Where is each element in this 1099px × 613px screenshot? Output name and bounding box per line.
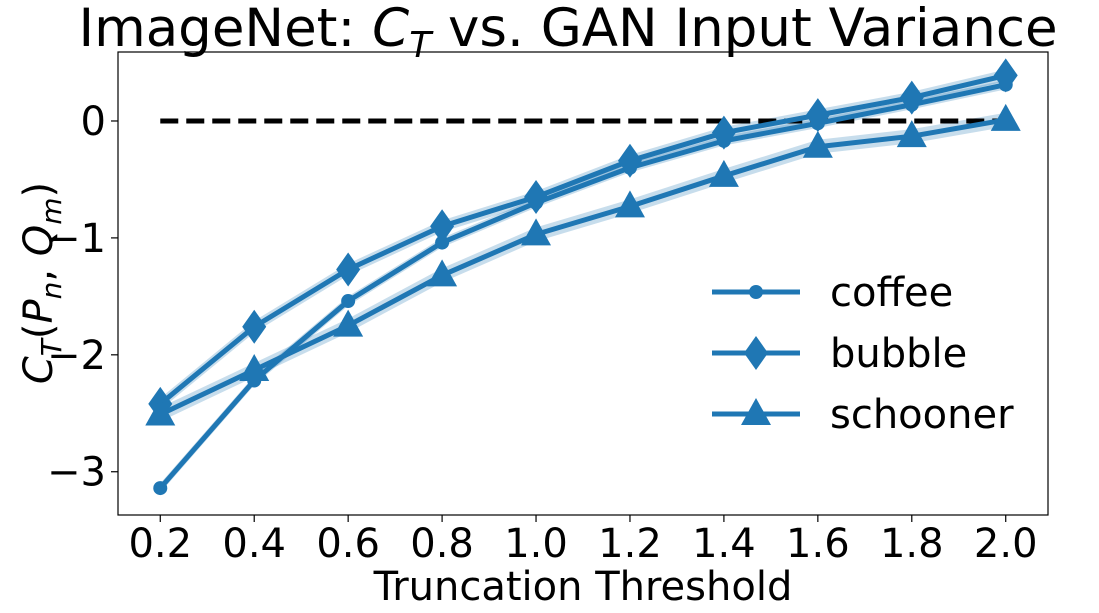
point-schooner	[521, 218, 552, 246]
point-schooner	[802, 130, 833, 158]
y-tick-label: 0	[81, 99, 106, 145]
point-schooner	[239, 354, 270, 382]
point-bubble	[711, 115, 736, 150]
point-schooner	[614, 190, 645, 218]
y-axis-label: CT(Pn, Qm)	[16, 182, 68, 384]
point-coffee	[341, 294, 356, 309]
legend-label-schooner: schooner	[830, 392, 1014, 438]
point-schooner	[896, 120, 927, 148]
point-bubble	[524, 179, 549, 214]
y-tick-label: −3	[47, 450, 106, 496]
point-bubble	[242, 309, 267, 344]
point-schooner	[427, 259, 458, 287]
point-schooner	[333, 309, 364, 337]
point-bubble	[336, 252, 361, 287]
point-schooner	[145, 398, 176, 426]
x-tick-label: 1.4	[692, 521, 756, 567]
series-line-coffee	[158, 82, 1007, 490]
x-tick-label: 0.6	[316, 521, 380, 567]
y-tick-label: −2	[47, 333, 106, 379]
legend-marker-bubble	[744, 336, 768, 370]
x-tick-label: 0.4	[222, 521, 286, 567]
point-schooner	[708, 159, 739, 187]
x-tick-label: 1.6	[786, 521, 850, 567]
x-axis-label: Truncation Threshold	[373, 564, 793, 609]
legend: coffee bubble schooner	[712, 270, 1014, 438]
x-tick-label: 2.0	[974, 521, 1038, 567]
point-bubble	[617, 143, 642, 178]
axis-ticks: 0.2 0.4 0.6 0.8 1.0 1.2 1.4 1.6 1.8 2.0 0 −1 −2 −3	[47, 99, 1038, 567]
point-bubble	[805, 98, 830, 133]
x-tick-label: 0.8	[410, 521, 474, 567]
plot-area	[158, 69, 1007, 493]
x-tick-label: 1.0	[504, 521, 568, 567]
point-bubble	[430, 209, 455, 244]
series-line-schooner	[159, 117, 1007, 417]
point-coffee	[153, 481, 168, 496]
series-line-bubble	[158, 72, 1007, 406]
chart-title: ImageNet: CT vs. GAN Input Variance	[78, 0, 1057, 66]
legend-label-coffee: coffee	[830, 270, 953, 316]
x-tick-label: 0.2	[128, 521, 192, 567]
point-schooner	[990, 103, 1021, 131]
series-markers	[145, 58, 1021, 496]
x-tick-label: 1.8	[880, 521, 944, 567]
y-tick-label: −1	[47, 216, 106, 262]
point-bubble	[993, 58, 1018, 93]
legend-marker-coffee	[749, 285, 763, 299]
legend-label-bubble: bubble	[830, 331, 967, 377]
point-bubble	[899, 80, 924, 115]
legend-marker-schooner	[741, 398, 771, 425]
x-tick-label: 1.2	[598, 521, 662, 567]
axes-frame	[117, 51, 1049, 516]
